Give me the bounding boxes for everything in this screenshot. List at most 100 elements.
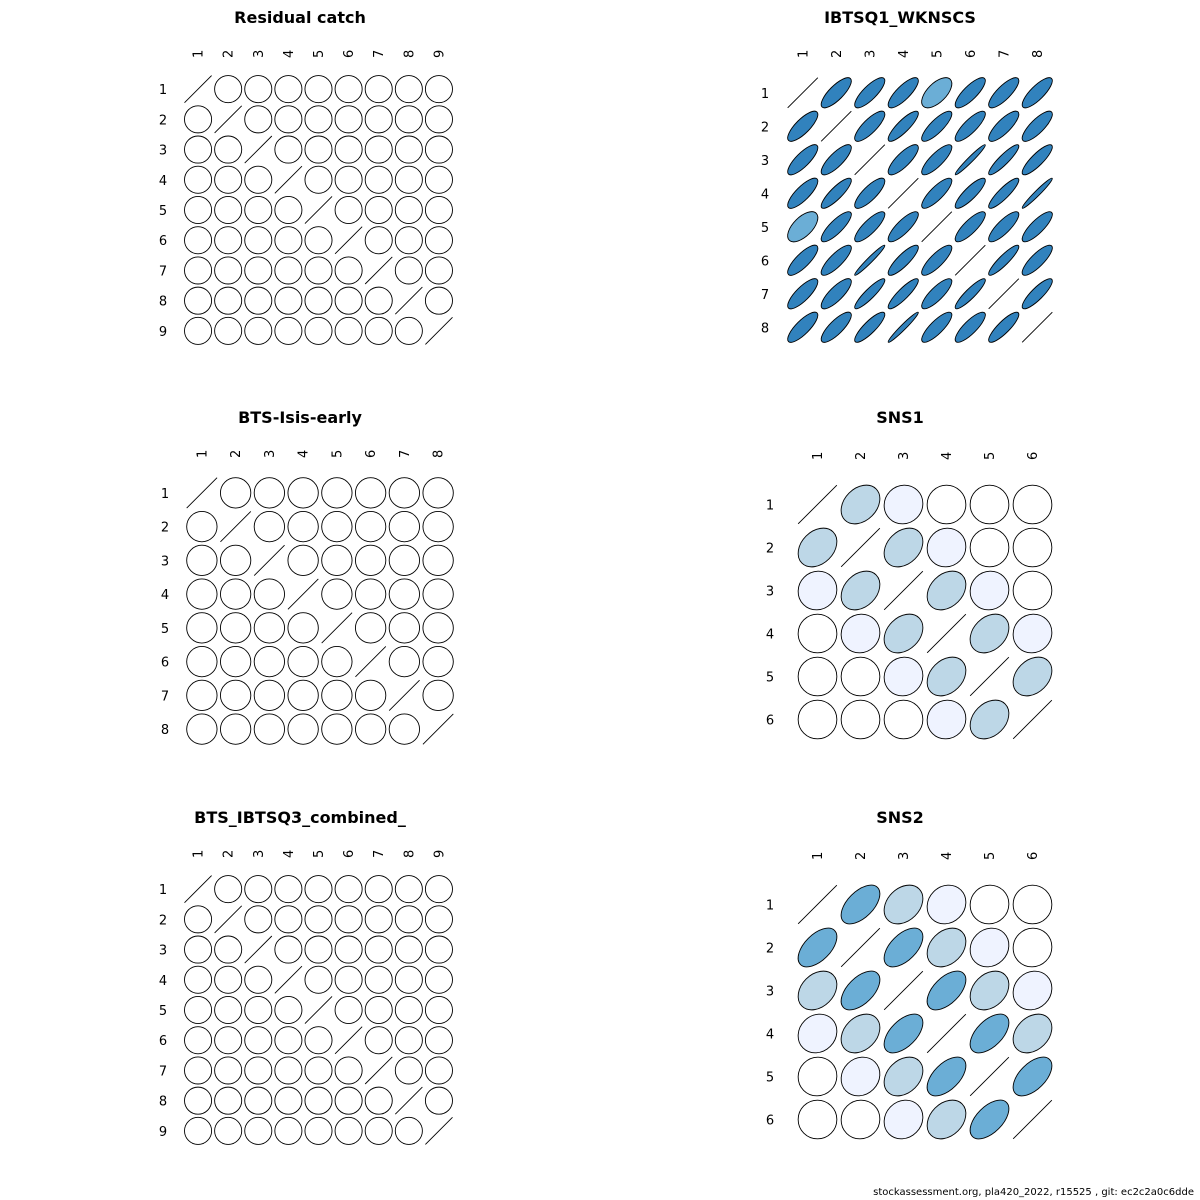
diagonal-line [969, 1056, 1010, 1097]
correlation-ellipse [820, 144, 852, 176]
correlation-ellipse [921, 144, 953, 176]
row-tick-label: 4 [766, 1028, 774, 1043]
diagonal-line [394, 286, 423, 315]
correlation-ellipse [883, 527, 924, 568]
row-tick-label: 7 [159, 1064, 167, 1079]
correlation-ellipse [354, 477, 387, 509]
correlation-ellipse [184, 135, 213, 164]
footer-caption: stockassessment.org, pla420_2022, r15525… [873, 1187, 1194, 1198]
column-tick-label: 4 [940, 452, 955, 460]
panel-title: BTS_IBTSQ3_combined_ [194, 808, 406, 827]
column-tick-label: 3 [863, 50, 878, 58]
correlation-ellipse [988, 211, 1020, 243]
panel-5: BTS_IBTSQ3_combined_ 1 1 2 2 3 3 4 4 5 5 6 6 7 7 8 8 9 9 [159, 808, 453, 1145]
diagonal-line [1021, 311, 1053, 343]
correlation-ellipse [422, 510, 454, 543]
correlation-ellipse [186, 679, 218, 712]
row-tick-label: 2 [766, 942, 774, 957]
correlation-ellipse [394, 1116, 423, 1145]
column-tick-label: 1 [192, 50, 207, 58]
column-tick-label: 6 [364, 450, 379, 458]
correlation-ellipse [787, 311, 819, 343]
correlation-ellipse [321, 578, 353, 610]
correlation-ellipse [926, 1056, 967, 1097]
correlation-ellipse [253, 679, 286, 712]
correlation-ellipse [184, 165, 213, 194]
correlation-ellipse [184, 1056, 213, 1085]
correlation-ellipse [334, 965, 363, 994]
correlation-ellipse [820, 177, 852, 209]
correlation-ellipse [304, 1086, 333, 1115]
correlation-ellipse [354, 679, 387, 712]
correlation-ellipse [422, 578, 454, 610]
correlation-ellipse [883, 1056, 924, 1097]
row-tick-label: 1 [761, 87, 769, 102]
correlation-ellipse [274, 1026, 303, 1055]
correlation-ellipse [1012, 1013, 1053, 1054]
correlation-ellipse [334, 1086, 363, 1115]
row-tick-label: 3 [766, 585, 774, 600]
correlation-ellipse [354, 544, 387, 577]
correlation-ellipse [274, 195, 303, 224]
correlation-ellipse [244, 965, 273, 994]
diagonal-line [214, 105, 243, 134]
correlation-ellipse [334, 135, 363, 164]
diagonal-line [797, 884, 838, 925]
correlation-ellipse [921, 311, 953, 343]
correlation-ellipse [287, 645, 319, 678]
correlation-ellipse [364, 935, 393, 964]
correlation-ellipse [274, 75, 303, 104]
correlation-ellipse [424, 1086, 453, 1115]
correlation-ellipse [854, 244, 886, 276]
column-tick-label: 4 [282, 850, 297, 858]
correlation-ellipse [184, 996, 213, 1025]
correlation-ellipse [394, 1026, 423, 1055]
correlation-ellipse [1021, 211, 1053, 243]
correlation-ellipse [244, 1116, 273, 1145]
correlation-ellipse [244, 316, 273, 345]
correlation-ellipse [219, 713, 252, 745]
correlation-ellipse [321, 510, 353, 543]
row-tick-label: 5 [159, 1004, 167, 1019]
correlation-ellipse [287, 612, 319, 644]
correlation-ellipse [214, 195, 243, 225]
correlation-ellipse [1012, 1056, 1053, 1097]
correlation-ellipse [184, 195, 213, 225]
diagonal-line [820, 110, 852, 142]
row-tick-label: 6 [161, 656, 169, 671]
correlation-ellipse [184, 1116, 213, 1145]
correlation-ellipse [334, 105, 363, 134]
diagonal-line [1012, 1099, 1053, 1140]
correlation-ellipse [214, 226, 243, 255]
correlation-ellipse [334, 995, 363, 1025]
column-tick-label: 3 [252, 850, 267, 858]
correlation-ellipse [1021, 144, 1053, 176]
correlation-ellipse [214, 75, 243, 104]
correlation-ellipse [219, 578, 252, 610]
panel-title: SNS2 [876, 808, 924, 827]
correlation-ellipse [921, 110, 953, 142]
correlation-ellipse [214, 1086, 243, 1115]
correlation-ellipse [820, 77, 852, 109]
diagonal-line [321, 612, 353, 644]
correlation-ellipse [394, 965, 423, 994]
correlation-ellipse [840, 1099, 881, 1140]
correlation-ellipse [988, 144, 1020, 176]
correlation-ellipse [253, 477, 286, 509]
correlation-ellipse [304, 135, 333, 164]
correlation-ellipse [887, 211, 919, 243]
correlation-ellipse [364, 165, 393, 194]
column-tick-label: 8 [432, 450, 447, 458]
column-tick-label: 1 [811, 852, 826, 860]
correlation-ellipse [969, 484, 1010, 525]
column-tick-label: 6 [964, 50, 979, 58]
correlation-ellipse [797, 927, 838, 968]
correlation-ellipse [887, 110, 919, 142]
correlation-ellipse [820, 244, 852, 276]
correlation-ellipse [797, 613, 838, 654]
correlation-ellipse [969, 570, 1010, 611]
correlation-ellipse [424, 965, 453, 994]
correlation-ellipse [304, 105, 333, 134]
diagonal-line [253, 544, 285, 576]
diagonal-line [334, 1026, 363, 1055]
